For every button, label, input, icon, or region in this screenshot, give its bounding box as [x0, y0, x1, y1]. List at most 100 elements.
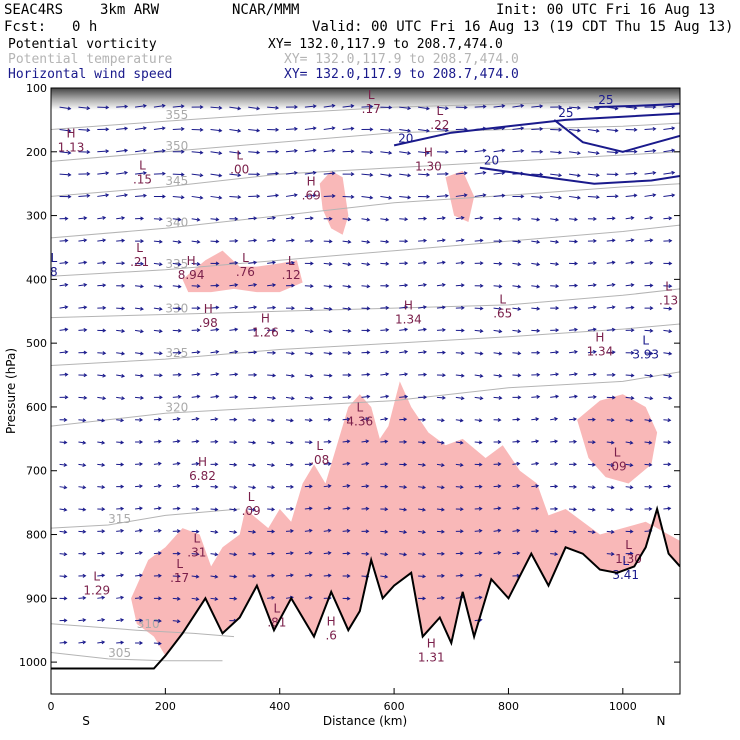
wind-vector: [663, 126, 676, 131]
wind-vector: [210, 574, 219, 579]
wind-vector: [191, 306, 201, 311]
wind-vector: [116, 104, 129, 109]
wind-vector: [455, 551, 464, 556]
ws-extremum-kind-0: L: [642, 334, 649, 348]
wind-vector: [210, 507, 219, 512]
pv-extremum-kind-2: L: [236, 149, 243, 163]
wind-vector: [399, 173, 412, 178]
wind-vector: [229, 283, 239, 288]
wind-vector: [569, 261, 579, 266]
pv-extremum-kind-1: L: [139, 158, 146, 172]
wind-vector: [474, 261, 484, 266]
wind-vector: [455, 171, 468, 176]
wind-vector: [134, 573, 143, 578]
wind-vector: [97, 283, 107, 288]
wind-vector: [153, 329, 163, 334]
wind-vector: [59, 305, 69, 310]
pv-extremum-kind-18: L: [316, 439, 323, 453]
wind-vector: [323, 417, 332, 422]
wind-vector: [248, 172, 261, 177]
wind-vector: [569, 217, 578, 222]
y-axis-title: Pressure (hPa): [4, 348, 18, 434]
wind-vector: [172, 239, 182, 244]
wind-vector: [78, 128, 91, 133]
wind-vector: [474, 329, 484, 333]
wind-vector: [78, 193, 91, 198]
wind-vector: [97, 529, 106, 534]
wind-vector: [304, 148, 317, 153]
wind-vector: [512, 373, 522, 378]
wind-speed-contour-label-2: 25: [558, 106, 573, 120]
wind-speed-contour-1: [479, 166, 680, 185]
wind-vector: [248, 418, 257, 423]
wind-vector: [342, 373, 352, 378]
wind-vector: [267, 193, 280, 198]
wind-vector: [550, 506, 559, 511]
header-project: SEAC4RS: [4, 2, 64, 18]
wind-vector: [116, 506, 125, 511]
wind-vector: [134, 373, 144, 378]
wind-vector: [550, 372, 560, 377]
wind-vector: [267, 149, 280, 154]
wind-vector: [587, 128, 600, 133]
wind-vector: [455, 238, 465, 243]
wind-vector: [342, 284, 352, 289]
wind-vector: [512, 351, 522, 356]
wind-vector: [606, 238, 616, 243]
wind-vector: [455, 373, 465, 378]
wind-vector: [380, 283, 390, 288]
wind-vector: [323, 329, 333, 334]
wind-vector: [304, 193, 317, 198]
wind-vector: [116, 283, 126, 288]
wind-vector: [531, 172, 544, 177]
wind-vector: [399, 507, 408, 512]
wind-vector: [455, 507, 464, 512]
wind-vector: [248, 372, 258, 377]
wind-vector: [191, 217, 201, 222]
wind-vector: [418, 238, 428, 243]
pv-extremum-value-7: .21: [130, 255, 149, 269]
wind-vector: [285, 215, 295, 220]
y-tick-label-400: 400: [26, 273, 47, 286]
wind-vector: [569, 507, 578, 512]
wind-vector: [569, 283, 579, 288]
wind-vector: [267, 328, 277, 333]
wind-vector: [625, 171, 638, 176]
wind-vector: [191, 439, 200, 444]
wind-vector: [531, 284, 541, 289]
wind-vector: [229, 440, 238, 445]
wind-vector: [134, 551, 143, 555]
wind-vector: [304, 284, 314, 289]
wind-vector: [191, 597, 200, 601]
wind-vector: [191, 150, 204, 155]
wind-vector: [172, 149, 185, 154]
wind-vector: [153, 618, 162, 623]
wind-vector: [267, 418, 276, 423]
wind-speed-contour-3: [594, 102, 680, 109]
wind-vector: [304, 329, 314, 334]
wind-vector: [644, 396, 654, 401]
wind-vector: [134, 171, 147, 175]
wind-vector: [285, 328, 295, 333]
wind-vector: [172, 127, 185, 131]
wind-vector: [172, 574, 181, 579]
header-model: 3km ARW: [100, 2, 160, 18]
wind-vector: [399, 327, 409, 332]
wind-vector: [531, 484, 540, 489]
pv-extremum-kind-4: H: [424, 146, 433, 160]
wind-vector: [172, 350, 182, 355]
wind-vector: [135, 595, 143, 600]
pv-extremum-kind-22: L: [176, 557, 183, 571]
wind-vector: [304, 261, 314, 266]
wind-vector: [323, 439, 332, 444]
wind-vector: [59, 507, 68, 512]
wind-vector: [78, 485, 87, 490]
wind-vector: [399, 462, 408, 467]
wind-vector: [286, 306, 295, 311]
theta-contour-310: [51, 623, 235, 638]
wind-vector: [493, 193, 506, 198]
wind-vector: [248, 305, 258, 310]
x-axis-title: Distance (km): [323, 714, 407, 728]
wind-vector: [399, 106, 412, 111]
wind-vector: [531, 104, 544, 109]
